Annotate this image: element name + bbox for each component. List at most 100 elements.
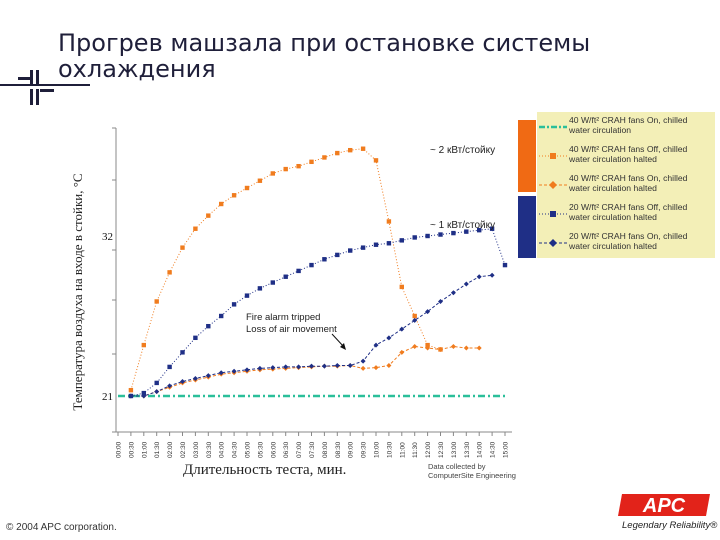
x-tick-label: 10:30 (386, 441, 393, 458)
data-point (309, 262, 314, 268)
data-point (412, 344, 418, 350)
data-point (412, 235, 417, 240)
data-point (348, 147, 353, 153)
data-point (296, 364, 302, 370)
x-tick-label: 02:00 (167, 441, 174, 458)
data-point (167, 364, 172, 370)
data-point (373, 365, 379, 371)
data-point (206, 323, 211, 329)
data-point (154, 299, 159, 304)
x-tick-label: 01:00 (141, 441, 148, 458)
series-line (130, 345, 480, 397)
x-tick-label: 03:00 (193, 441, 200, 458)
apc-logo-text: APC (642, 495, 686, 517)
data-point (167, 270, 172, 275)
x-tick-label: 06:00 (270, 441, 277, 458)
x-tick-label: 11:30 (412, 442, 419, 458)
legend-square-marker-icon (539, 153, 567, 159)
data-point (386, 362, 392, 368)
data-source-note: Data collected by ComputerSite Engineeri… (428, 462, 516, 480)
corner-decoration-icon (0, 70, 90, 105)
x-tick-label: 04:30 (232, 441, 239, 458)
power-low-annotation: ~ 1 кВт/стойку (430, 220, 496, 231)
data-point (335, 150, 340, 156)
data-point (257, 286, 263, 291)
x-tick-label: 00:00 (116, 441, 123, 458)
data-point (360, 358, 366, 364)
data-point (219, 201, 224, 207)
data-point (231, 368, 237, 374)
x-tick-label: 02:30 (180, 441, 187, 458)
data-point (257, 178, 263, 183)
data-point (348, 248, 353, 253)
data-point (412, 313, 417, 319)
legend-item: 40 W/ft² CRAH fans On, chilled water cir… (537, 172, 715, 200)
x-tick-label: 05:30 (257, 441, 264, 458)
copyright: © 2004 APC corporation. (6, 522, 117, 533)
data-point (309, 363, 314, 369)
legend-line-icon (539, 125, 567, 129)
power-high-annotation: ~ 2 кВт/стойку (430, 145, 496, 156)
data-point (463, 281, 469, 287)
data-point (438, 298, 443, 304)
apc-logo-background (618, 494, 710, 516)
data-point (309, 159, 314, 165)
data-point (463, 345, 469, 351)
data-point (322, 257, 327, 262)
data-point (502, 262, 508, 268)
data-point (257, 365, 263, 371)
x-tick-label: 14:00 (477, 441, 484, 458)
data-point (425, 233, 430, 239)
legend-label: 40 W/ft² CRAH fans On, chilled water cir… (569, 173, 688, 193)
x-axis-label: Длительность теста, мин. (183, 462, 347, 478)
data-point (270, 171, 275, 176)
data-point (231, 302, 237, 307)
data-point (399, 238, 404, 243)
data-point (205, 373, 211, 379)
series-line (130, 148, 441, 391)
series-line (130, 274, 493, 397)
data-point (154, 389, 160, 395)
data-point (219, 313, 224, 319)
data-point (438, 232, 443, 237)
data-point (373, 242, 379, 247)
legend-label: 20 W/ft² CRAH fans On, chilled water cir… (569, 231, 688, 251)
navy-group-bar (518, 196, 536, 258)
data-point (244, 293, 250, 298)
x-tick-label: 03:30 (206, 441, 213, 458)
data-point (399, 349, 405, 355)
data-point (192, 376, 198, 382)
x-tick-label: 06:30 (283, 441, 290, 458)
legend-item: 40 W/ft² CRAH fans Off, chilled water ci… (537, 143, 715, 171)
data-point (270, 365, 276, 371)
data-point (373, 158, 379, 163)
x-tick-label: 07:00 (296, 441, 303, 458)
legend-label: 40 W/ft² CRAH fans On, chilled water cir… (569, 115, 688, 135)
data-point (386, 219, 392, 224)
x-tick-label: 09:00 (348, 441, 355, 458)
data-point (386, 241, 392, 246)
data-point (360, 245, 366, 250)
data-point (167, 383, 173, 389)
brand-tagline: Legendary Reliability® (622, 520, 718, 531)
data-point (373, 342, 379, 348)
x-tick-label: 10:00 (374, 441, 381, 458)
x-tick-label: 14:30 (490, 441, 497, 458)
data-point (360, 365, 366, 371)
series-line (130, 228, 506, 397)
x-tick-label: 12:00 (425, 441, 432, 458)
x-tick-label: 11:00 (399, 442, 406, 458)
data-point (193, 226, 198, 231)
data-point (476, 345, 482, 351)
page-title: Прогрев машзала при остановке системы ох… (58, 29, 591, 83)
x-tick-label: 12:30 (438, 441, 445, 458)
data-point (244, 367, 250, 373)
x-tick-label: 13:30 (464, 441, 471, 458)
data-point (360, 146, 366, 151)
data-point (231, 193, 237, 198)
data-point (477, 227, 482, 233)
legend-label: 40 W/ft² CRAH fans Off, chilled water ci… (569, 144, 688, 164)
legend-item: 20 W/ft² CRAH fans Off, chilled water ci… (537, 201, 715, 229)
data-point (141, 393, 147, 399)
data-point (335, 252, 340, 258)
